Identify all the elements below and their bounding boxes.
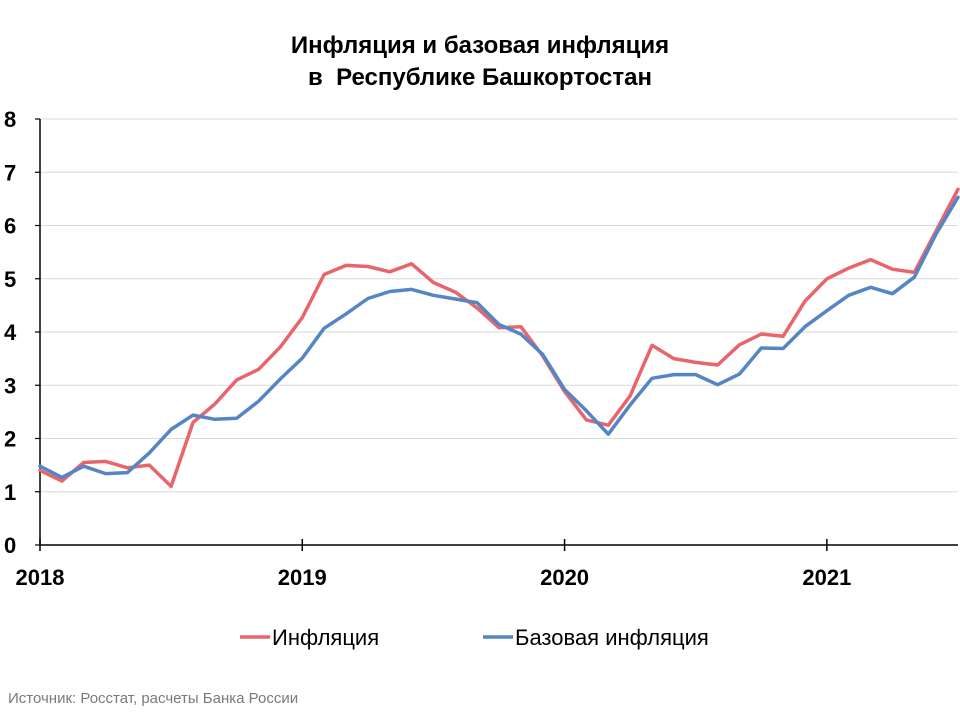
legend-label: Базовая инфляция <box>515 625 709 650</box>
y-tick-label: 0 <box>4 533 16 558</box>
y-tick-label: 2 <box>4 427 16 452</box>
chart-title-line1: Инфляция и базовая инфляция <box>290 32 670 59</box>
y-tick-label: 6 <box>4 214 16 239</box>
y-tick-label: 1 <box>4 480 16 505</box>
series-line-inflation <box>38 187 960 489</box>
chart-title: Инфляция и базовая инфляция в Республике… <box>0 30 960 94</box>
chart-title-line2: в Республике Башкортостан <box>307 64 652 91</box>
x-tick-label: 2021 <box>802 565 851 590</box>
source-note: Источник: Росстат, расчеты Банка России <box>8 690 299 707</box>
x-tick-label: 2018 <box>16 565 65 590</box>
y-tick-label: 5 <box>4 267 16 292</box>
x-tick-label: 2019 <box>278 565 327 590</box>
y-tick-label: 7 <box>4 160 16 185</box>
x-tick-label: 2020 <box>540 565 589 590</box>
y-tick-label: 4 <box>4 320 17 345</box>
legend-label: Инфляция <box>272 625 379 650</box>
y-tick-label: 3 <box>4 373 16 398</box>
series-line-core-inflation <box>38 195 960 480</box>
y-tick-label: 8 <box>4 107 16 132</box>
